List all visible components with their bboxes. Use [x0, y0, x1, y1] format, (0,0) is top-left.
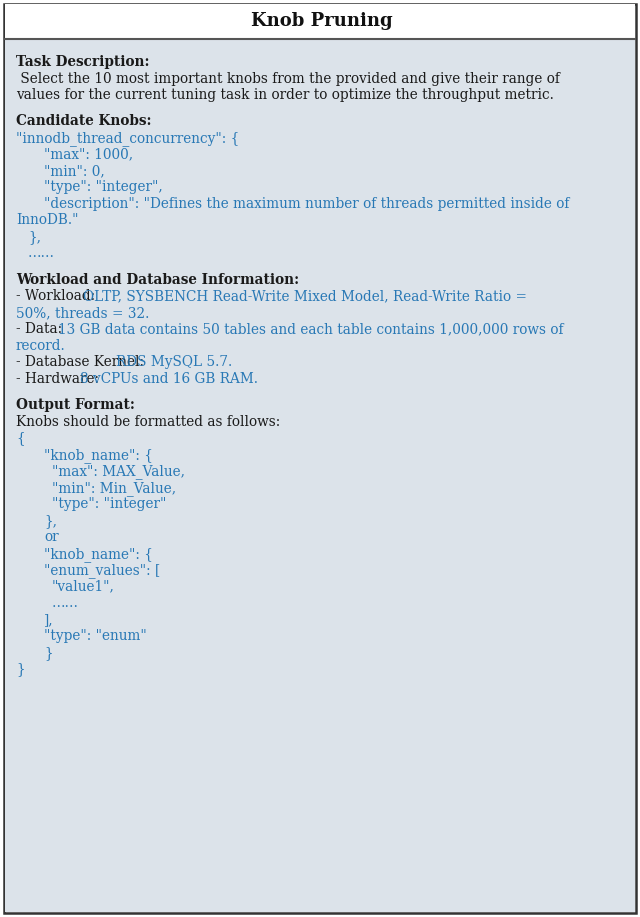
Text: "max": MAX_Value,: "max": MAX_Value, [52, 464, 185, 479]
Text: "enum_values": [: "enum_values": [ [44, 563, 160, 578]
Text: Knob Pruning: Knob Pruning [251, 12, 393, 30]
Text: record.: record. [16, 338, 66, 353]
Text: "min": Min_Value,: "min": Min_Value, [52, 481, 176, 495]
Text: Candidate Knobs:: Candidate Knobs: [16, 115, 152, 128]
Text: }: } [16, 662, 24, 676]
FancyBboxPatch shape [4, 4, 636, 913]
Text: "knob_name": {: "knob_name": { [44, 447, 153, 462]
Text: OLTP, SYSBENCH Read-Write Mixed Model, Read-Write Ratio =: OLTP, SYSBENCH Read-Write Mixed Model, R… [83, 289, 527, 304]
Text: values for the current tuning task in order to optimize the throughput metric.: values for the current tuning task in or… [16, 88, 554, 102]
Text: },: }, [44, 514, 57, 527]
Text: "min": 0,: "min": 0, [44, 164, 105, 178]
Text: InnoDB.": InnoDB." [16, 214, 79, 227]
Text: "innodb_thread_concurrency": {: "innodb_thread_concurrency": { [16, 131, 239, 146]
Text: ……: …… [28, 247, 55, 260]
Text: "knob_name": {: "knob_name": { [44, 547, 153, 561]
Text: "type": "enum": "type": "enum" [44, 629, 147, 643]
Text: "description": "Defines the maximum number of threads permitted inside of: "description": "Defines the maximum numb… [44, 197, 570, 211]
Text: "max": 1000,: "max": 1000, [44, 148, 133, 161]
Text: 50%, threads = 32.: 50%, threads = 32. [16, 305, 149, 320]
Text: 13 GB data contains 50 tables and each table contains 1,000,000 rows of: 13 GB data contains 50 tables and each t… [58, 322, 563, 337]
Text: ],: ], [44, 613, 54, 626]
Text: Workload and Database Information:: Workload and Database Information: [16, 272, 299, 287]
Text: "type": "integer": "type": "integer" [52, 497, 166, 511]
Text: Output Format:: Output Format: [16, 398, 135, 413]
Text: {: { [16, 431, 24, 445]
Text: },: }, [28, 230, 41, 244]
Text: - Data:: - Data: [16, 322, 67, 337]
Text: 8 vCPUs and 16 GB RAM.: 8 vCPUs and 16 GB RAM. [80, 371, 258, 386]
Text: Select the 10 most important knobs from the provided and give their range of: Select the 10 most important knobs from … [16, 72, 560, 85]
Text: - Workload:: - Workload: [16, 289, 99, 304]
Text: - Database Kernel:: - Database Kernel: [16, 355, 148, 370]
Text: }: } [44, 646, 52, 659]
Text: "value1",: "value1", [52, 580, 115, 593]
Text: "type": "integer",: "type": "integer", [44, 181, 163, 194]
Text: ……: …… [52, 596, 79, 610]
Text: - Hardware:: - Hardware: [16, 371, 104, 386]
Bar [5, 4, 635, 38]
Text: Knobs should be formatted as follows:: Knobs should be formatted as follows: [16, 414, 280, 429]
Text: or: or [44, 530, 59, 544]
Text: Task Description:: Task Description: [16, 55, 150, 69]
Text: RDS MySQL 5.7.: RDS MySQL 5.7. [116, 355, 232, 370]
